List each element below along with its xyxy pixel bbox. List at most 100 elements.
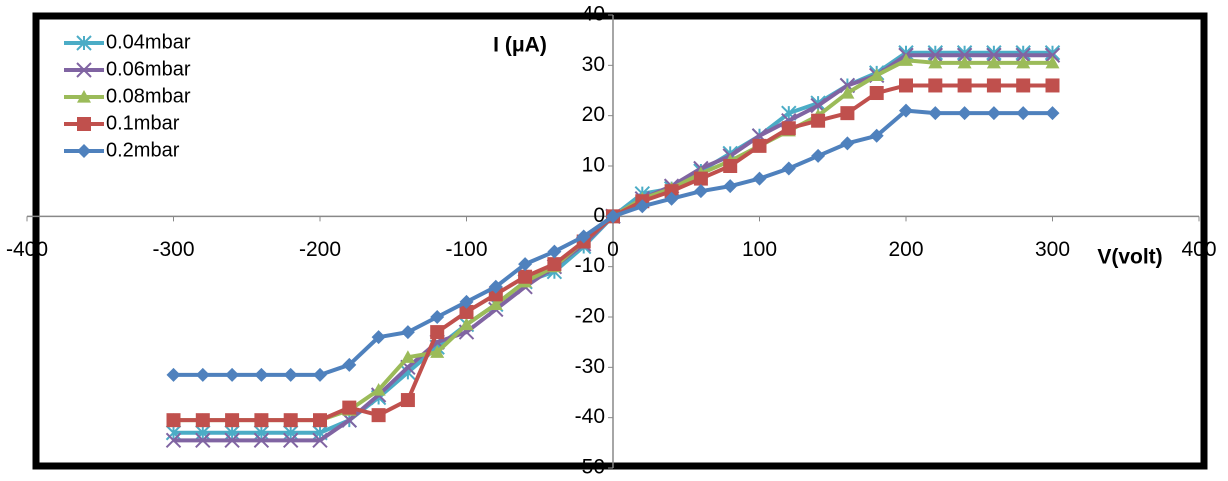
marker	[1045, 78, 1060, 93]
marker	[957, 55, 972, 69]
marker	[547, 257, 562, 272]
marker	[781, 121, 796, 136]
marker	[840, 136, 855, 151]
marker	[77, 90, 91, 103]
marker	[313, 367, 327, 382]
marker	[312, 432, 328, 449]
x-tick-label: 0	[607, 238, 619, 261]
x-tick-label: -200	[299, 238, 341, 261]
marker	[1016, 106, 1031, 121]
marker	[77, 117, 91, 131]
legend-label: 0.1mbar	[106, 112, 180, 134]
marker	[899, 103, 913, 118]
marker	[195, 425, 211, 441]
marker	[283, 367, 298, 382]
marker	[1045, 106, 1060, 121]
x-tick-label: -400	[6, 238, 48, 261]
marker	[1016, 55, 1031, 69]
marker	[459, 304, 474, 319]
x-tick-label: -300	[152, 238, 194, 261]
y-tick-label: -50	[575, 456, 605, 479]
chart-border	[32, 12, 1208, 470]
marker	[986, 106, 1001, 121]
marker	[723, 179, 738, 194]
marker	[400, 325, 415, 340]
marker	[928, 78, 943, 93]
marker	[225, 367, 240, 382]
marker	[225, 413, 240, 428]
marker	[518, 257, 533, 272]
marker	[254, 413, 269, 428]
marker	[928, 106, 943, 121]
marker	[635, 199, 650, 214]
marker	[899, 78, 913, 93]
marker	[811, 113, 826, 128]
marker	[547, 244, 562, 259]
marker	[253, 432, 270, 449]
marker	[253, 425, 270, 441]
marker	[313, 413, 327, 428]
y-tick-label: 30	[582, 53, 605, 76]
marker	[371, 330, 386, 345]
marker	[430, 345, 445, 358]
y-axis-label: I (μA)	[493, 34, 547, 57]
y-tick-label: 0	[593, 204, 605, 227]
marker	[400, 393, 415, 408]
marker	[400, 350, 415, 363]
marker	[957, 78, 972, 93]
y-tick-label: 40	[582, 3, 605, 26]
marker	[1015, 47, 1031, 63]
marker	[76, 62, 92, 78]
x-tick-label: -100	[445, 238, 487, 261]
marker	[430, 310, 445, 324]
marker	[693, 171, 708, 186]
marker	[576, 229, 591, 244]
y-tick-label: 10	[582, 154, 605, 177]
marker	[76, 35, 92, 51]
marker	[459, 317, 474, 331]
marker	[166, 367, 181, 382]
y-tick-label: -10	[575, 254, 605, 277]
marker	[928, 55, 943, 69]
x-tick-label: 100	[742, 238, 777, 261]
marker	[195, 367, 210, 382]
marker	[342, 357, 357, 372]
marker	[664, 191, 679, 206]
marker	[956, 47, 973, 63]
marker	[869, 68, 884, 81]
x-tick-label: 400	[1181, 238, 1216, 261]
marker	[664, 184, 679, 199]
y-tick-label: -20	[575, 305, 605, 328]
y-tick-label: -40	[575, 405, 605, 428]
marker	[986, 55, 1001, 69]
legend: 0.04mbar 0.06mbar 0.08mbar 0.1mbar 0.2mbar	[64, 31, 191, 161]
marker	[927, 47, 944, 63]
legend-label: 0.2mbar	[106, 139, 180, 161]
marker	[488, 297, 503, 311]
marker	[224, 432, 240, 449]
marker	[693, 184, 708, 199]
marker	[957, 106, 972, 121]
marker	[371, 408, 386, 423]
marker	[166, 413, 181, 428]
marker	[195, 432, 211, 449]
marker	[224, 425, 240, 441]
legend-label: 0.08mbar	[106, 85, 191, 107]
marker	[371, 382, 386, 396]
legend-label: 0.06mbar	[106, 58, 191, 80]
marker	[869, 128, 884, 143]
x-axis-label: V(volt)	[1097, 246, 1162, 269]
marker	[254, 367, 269, 382]
marker	[869, 86, 884, 101]
marker	[283, 413, 298, 428]
marker	[840, 106, 855, 121]
marker	[342, 400, 357, 415]
marker	[899, 53, 913, 66]
y-tick-label: -30	[575, 355, 605, 378]
marker	[195, 413, 210, 428]
x-tick-label: 300	[1035, 238, 1070, 261]
marker	[1016, 78, 1031, 93]
marker	[986, 78, 1001, 93]
marker	[165, 425, 182, 441]
marker	[723, 159, 738, 173]
